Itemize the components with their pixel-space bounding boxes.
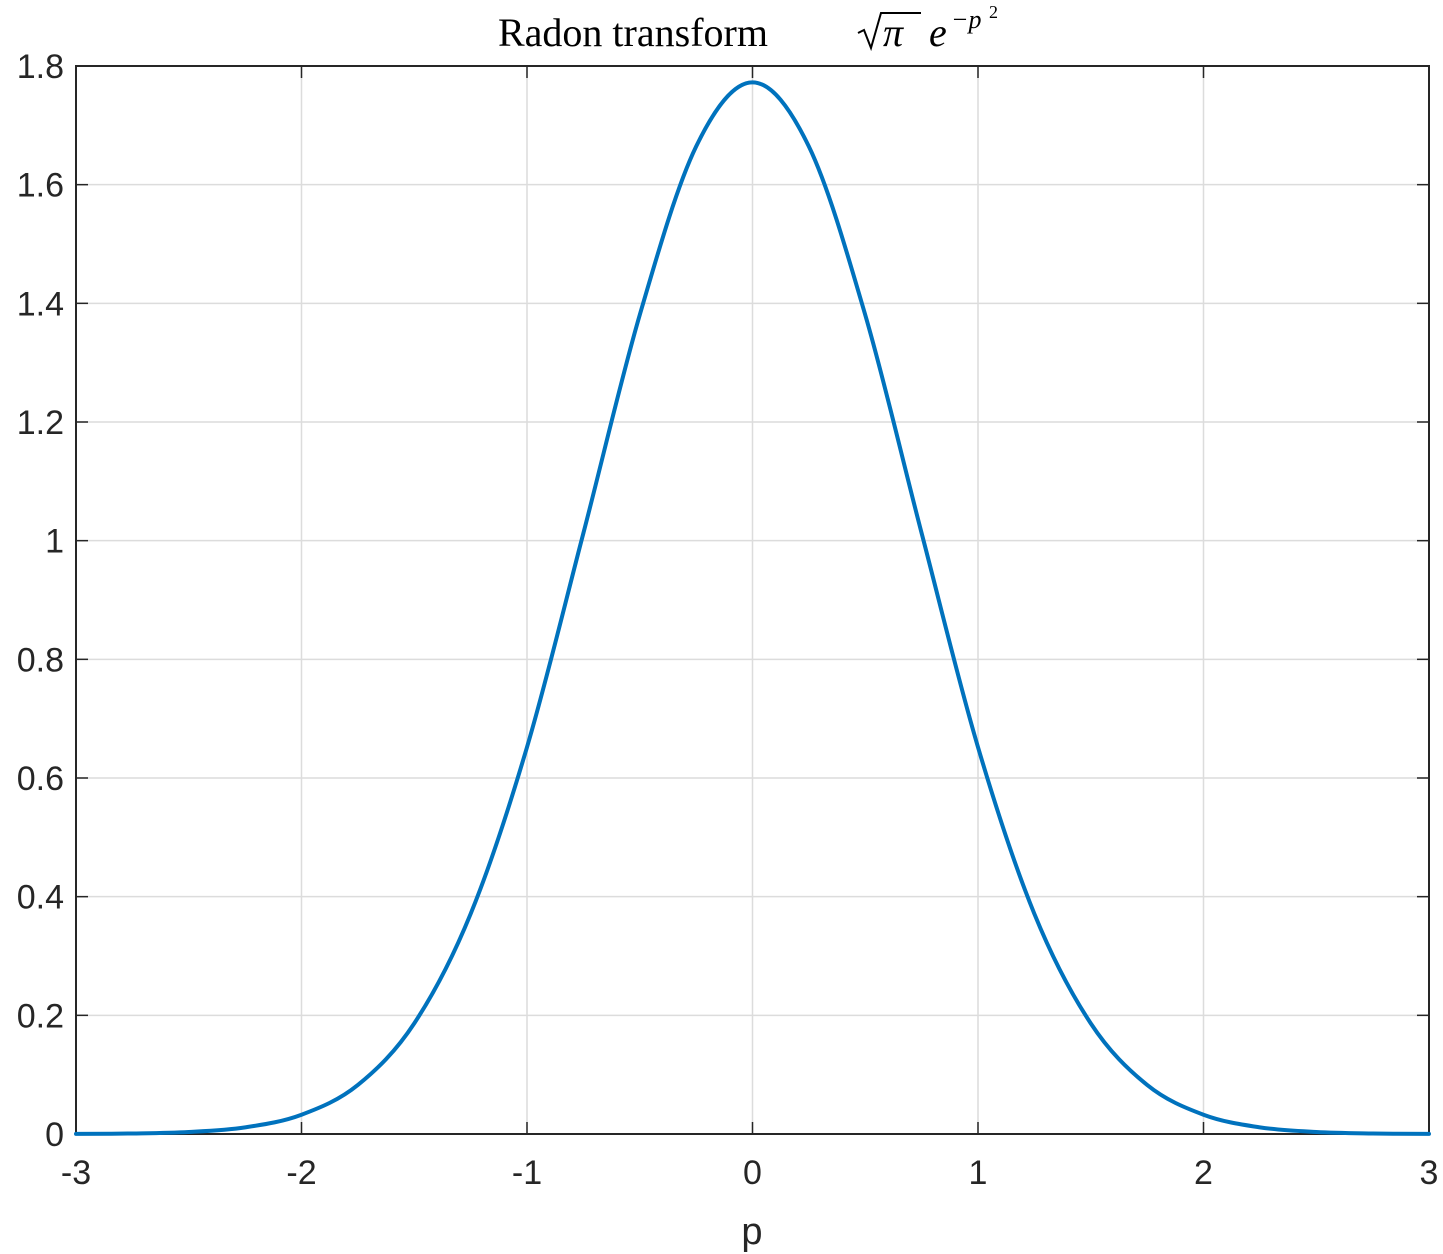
title-pi: π	[883, 10, 904, 55]
x-tick-label: -1	[512, 1154, 542, 1192]
y-tick-label: 1.6	[17, 167, 64, 205]
chart-title-text: Radon transform	[498, 10, 768, 55]
x-tick-label: -2	[286, 1154, 316, 1192]
y-tick-label: 1.4	[17, 285, 64, 323]
y-tick-label: 0.8	[17, 641, 64, 679]
x-tick-label: 0	[743, 1154, 762, 1192]
title-exp-base: e	[929, 10, 947, 55]
x-axis-label: p	[741, 1211, 762, 1253]
x-tick-label: -3	[61, 1154, 91, 1192]
y-tick-label: 0	[45, 1116, 64, 1154]
title-exponent: −p	[951, 5, 982, 34]
x-tick-label: 3	[1420, 1154, 1439, 1192]
x-tick-label: 1	[969, 1154, 988, 1192]
y-tick-label: 0.6	[17, 760, 64, 798]
y-tick-label: 0.2	[17, 997, 64, 1035]
x-tick-label: 2	[1194, 1154, 1213, 1192]
y-tick-label: 1.8	[17, 48, 64, 86]
y-tick-label: 1	[45, 523, 64, 561]
y-tick-label: 0.4	[17, 879, 64, 917]
title-exponent-power: 2	[989, 2, 998, 22]
y-tick-label: 1.2	[17, 404, 64, 442]
